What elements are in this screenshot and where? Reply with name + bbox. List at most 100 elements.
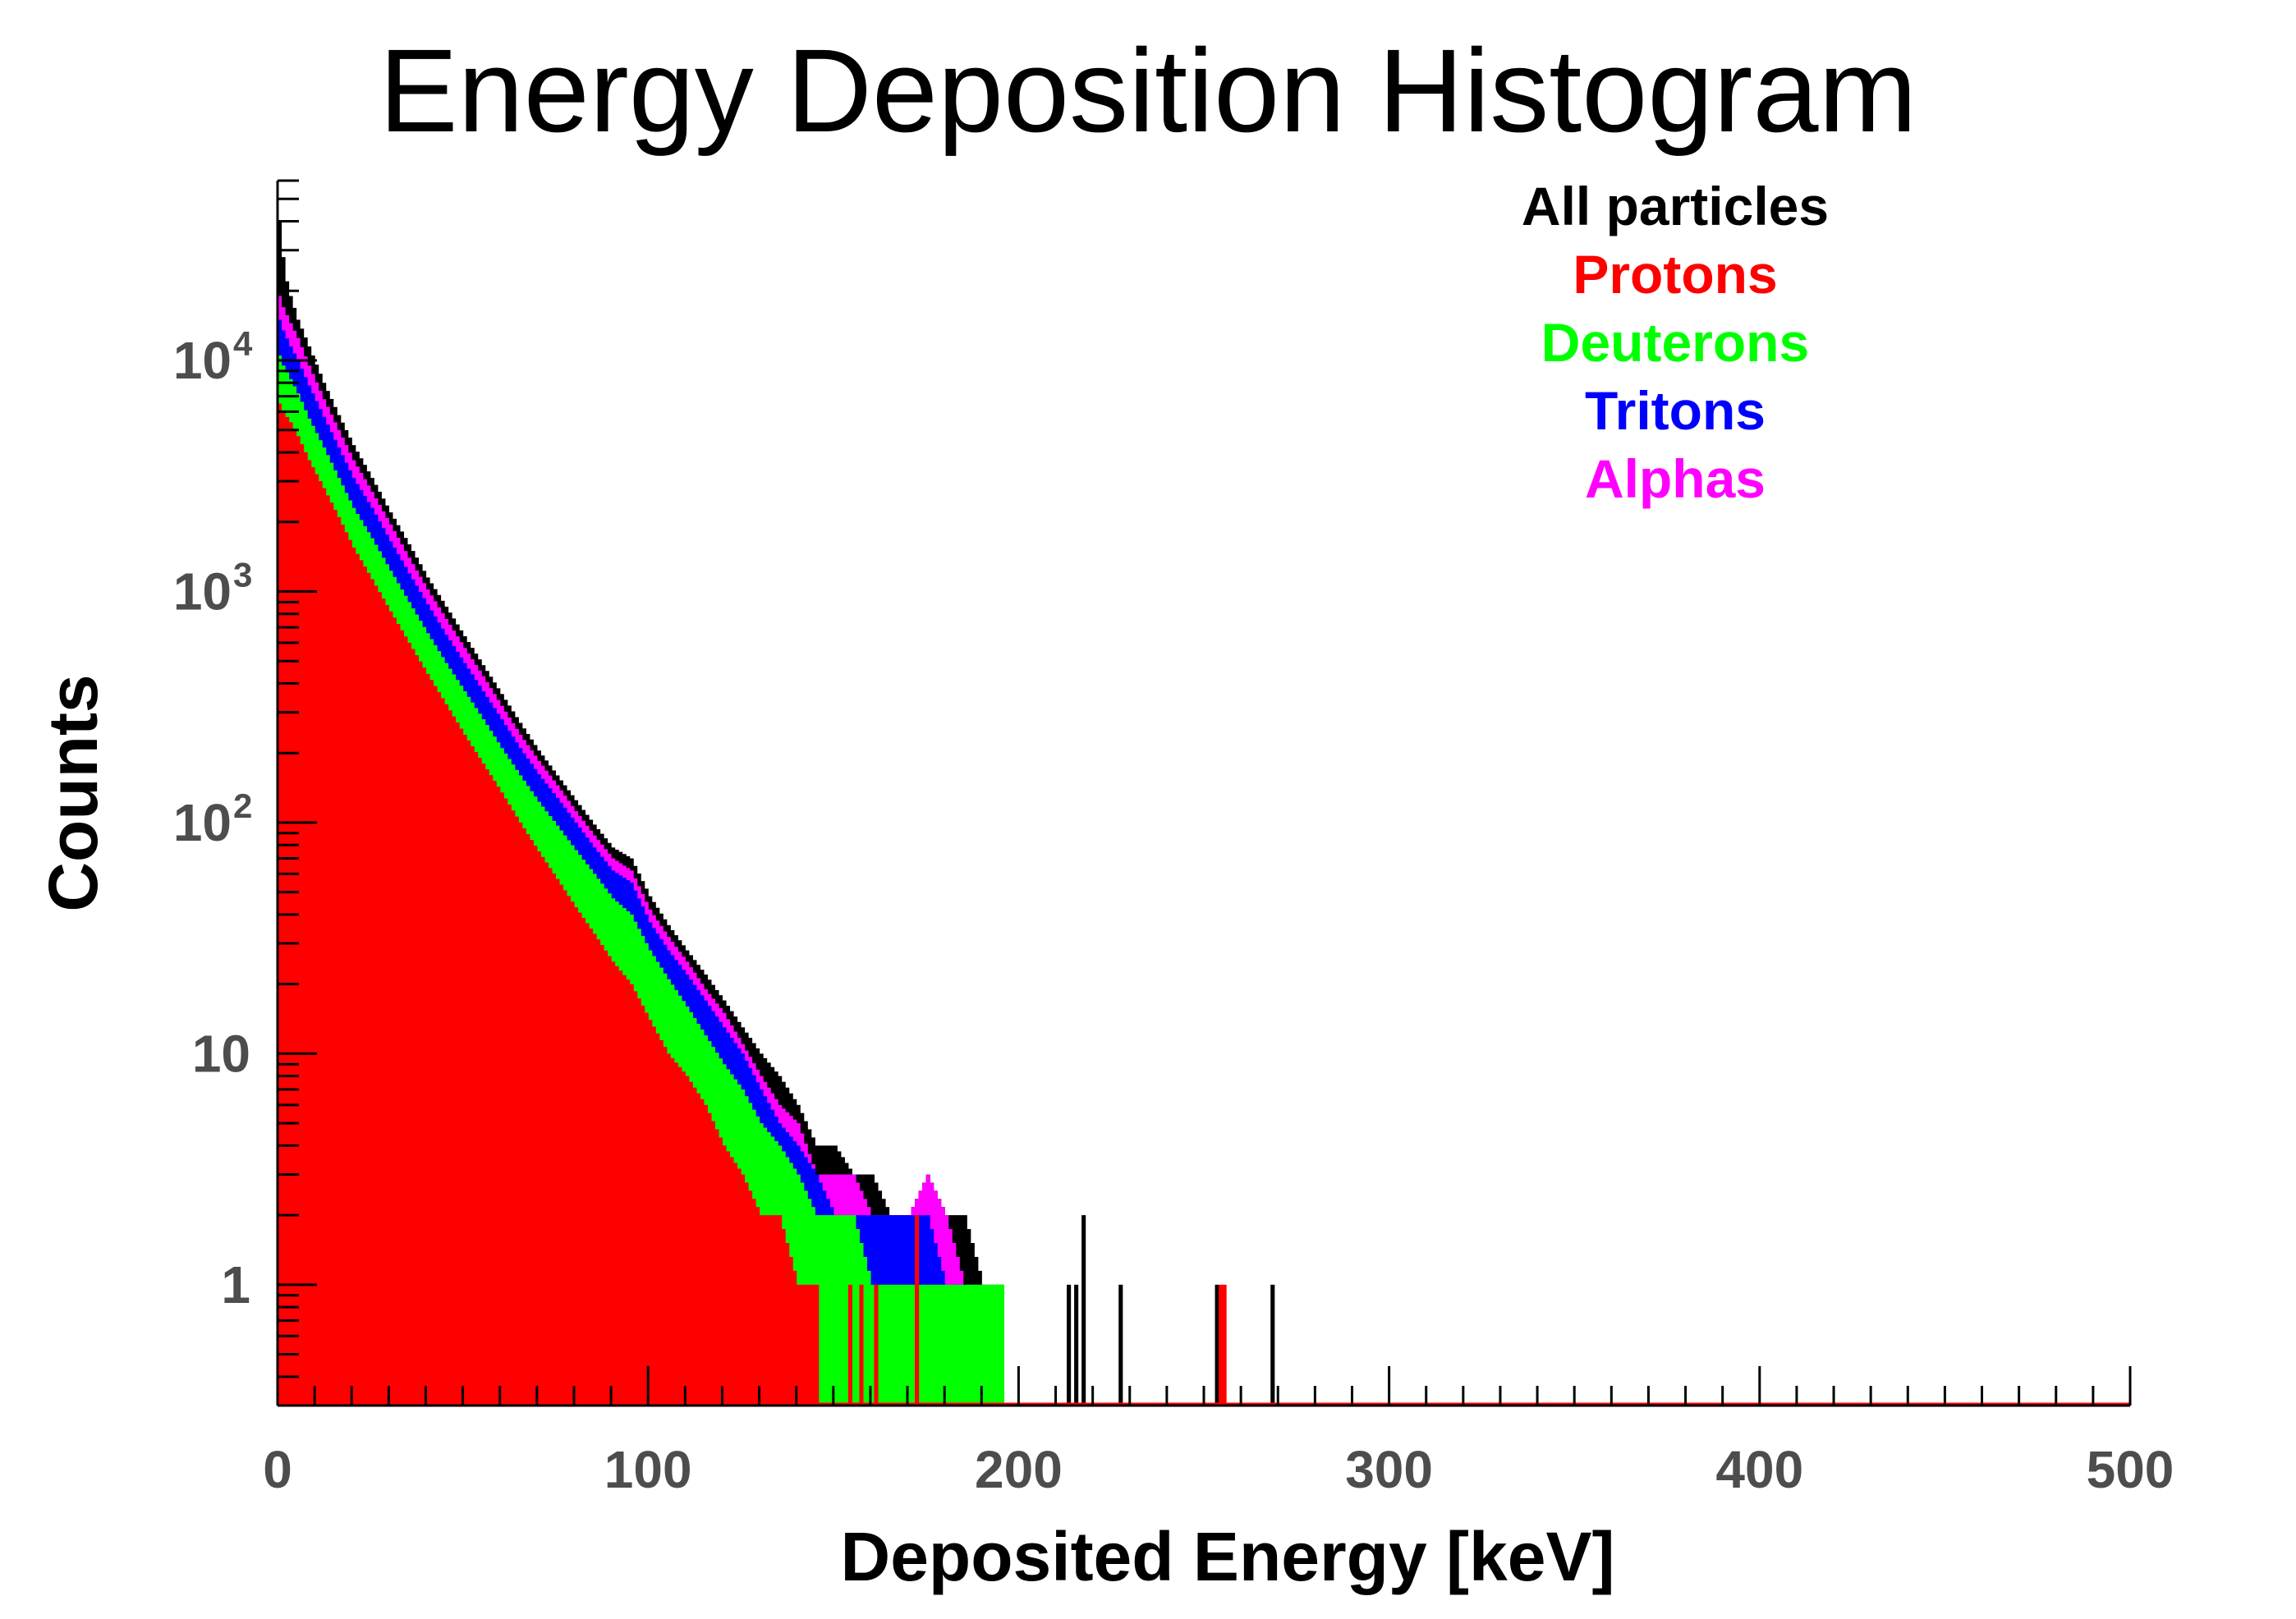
histogram-bin (999, 1284, 1004, 1406)
histogram-bin (585, 923, 590, 1406)
histogram-bin (589, 928, 594, 1406)
histogram-bin (548, 868, 553, 1406)
histogram-bin (992, 1284, 997, 1406)
histogram-bin (825, 1215, 830, 1406)
histogram-bin (521, 828, 526, 1406)
histogram-bin (1219, 1284, 1224, 1406)
histogram-bin (481, 764, 486, 1406)
histogram-bin (359, 560, 364, 1406)
histogram-bin (907, 1284, 912, 1406)
histogram-bin (977, 1284, 982, 1406)
histogram-bin (685, 1076, 690, 1406)
histogram-bin (448, 710, 452, 1406)
histogram-bin (818, 1215, 823, 1406)
histogram-bin (710, 1121, 716, 1406)
histogram-bin (937, 1284, 942, 1406)
y-tick-label: 1 (221, 1255, 250, 1314)
histogram-bin (700, 1098, 705, 1406)
histogram-bin (930, 1284, 934, 1406)
histogram-bin (355, 553, 360, 1406)
histogram-bin (440, 698, 445, 1406)
x-axis-ticks: 0 100 200 300 400 500 (263, 1366, 2174, 1499)
histogram-bin (558, 884, 564, 1406)
histogram-bin (844, 1215, 849, 1406)
histogram-bin (915, 1215, 920, 1406)
histogram-bin (459, 728, 464, 1406)
histogram-bin (778, 1215, 783, 1406)
histogram-bin (952, 1284, 957, 1406)
histogram-bin (815, 1284, 820, 1406)
histogram-bin (310, 467, 315, 1406)
histogram-bin (884, 1284, 890, 1406)
histogram-bin (837, 1215, 842, 1406)
histogram-bin (859, 1284, 864, 1406)
histogram-bin (633, 991, 638, 1406)
histogram-bin (622, 975, 627, 1406)
histogram-bin (366, 572, 371, 1406)
histogram-bin (970, 1284, 975, 1406)
histogram-bin (414, 655, 420, 1406)
histogram-bin (707, 1112, 712, 1406)
x-axis-label: Deposited Energy [keV] (841, 1518, 1615, 1595)
histogram-bin (714, 1129, 719, 1406)
histogram-bin (1081, 1215, 1086, 1406)
histogram-bin (1215, 1284, 1219, 1406)
histogram-bin (466, 740, 471, 1406)
histogram-bin (418, 661, 423, 1406)
histogram-bin (696, 1093, 700, 1406)
histogram-bin (655, 1033, 660, 1406)
histogram-bin (406, 642, 412, 1406)
histogram-bin (800, 1284, 805, 1406)
histogram-bin (892, 1284, 898, 1406)
histogram-bin (644, 1012, 649, 1406)
histogram-bin (496, 787, 501, 1406)
histogram-bin (536, 851, 541, 1406)
histogram-bin (511, 810, 516, 1406)
histogram-bin (985, 1284, 990, 1406)
histogram-bin (392, 617, 397, 1406)
histogram-bin (362, 566, 367, 1406)
histogram-bin (732, 1163, 738, 1406)
histogram-bin (940, 1284, 945, 1406)
histogram-bin (499, 792, 504, 1406)
y-tick-label: 10 (192, 1024, 250, 1083)
histogram-bin (377, 592, 382, 1406)
histogram-bin (870, 1284, 875, 1406)
histogram-bin (300, 444, 305, 1406)
histogram-bin (337, 516, 342, 1406)
histogram-bin (281, 411, 286, 1406)
legend-entry: All particles (1522, 176, 1829, 236)
histogram-bin (810, 1284, 815, 1406)
x-tick-label: 0 (263, 1440, 292, 1499)
histogram-bin (718, 1137, 723, 1406)
histogram-bin (729, 1157, 734, 1406)
histogram-bin (577, 912, 582, 1406)
histogram-bin (766, 1215, 771, 1406)
histogram-bin (614, 965, 619, 1406)
histogram-bin (877, 1284, 883, 1406)
y-tick-label: 10 (173, 562, 232, 621)
histogram-bin (340, 525, 345, 1406)
histogram-bin (307, 460, 312, 1406)
histogram-bin (852, 1215, 856, 1406)
histogram-bin (807, 1284, 812, 1406)
histogram-bin (425, 673, 430, 1406)
histogram-bin (474, 752, 479, 1406)
histogram-bin (822, 1215, 827, 1406)
histogram-bin (911, 1284, 916, 1406)
histogram-bin (896, 1284, 901, 1406)
histogram-bin (962, 1284, 967, 1406)
histogram-bin (948, 1284, 953, 1406)
histogram-bin (462, 734, 467, 1406)
histogram-bin (566, 896, 572, 1406)
histogram-bin (922, 1284, 927, 1406)
histogram-bin (1270, 1284, 1275, 1406)
x-tick-label: 500 (2087, 1440, 2174, 1499)
histogram-bin (563, 890, 567, 1406)
histogram-bin (318, 481, 323, 1406)
histogram-bin (452, 716, 457, 1406)
histogram-bin (303, 452, 308, 1406)
histogram-bin (437, 692, 442, 1406)
